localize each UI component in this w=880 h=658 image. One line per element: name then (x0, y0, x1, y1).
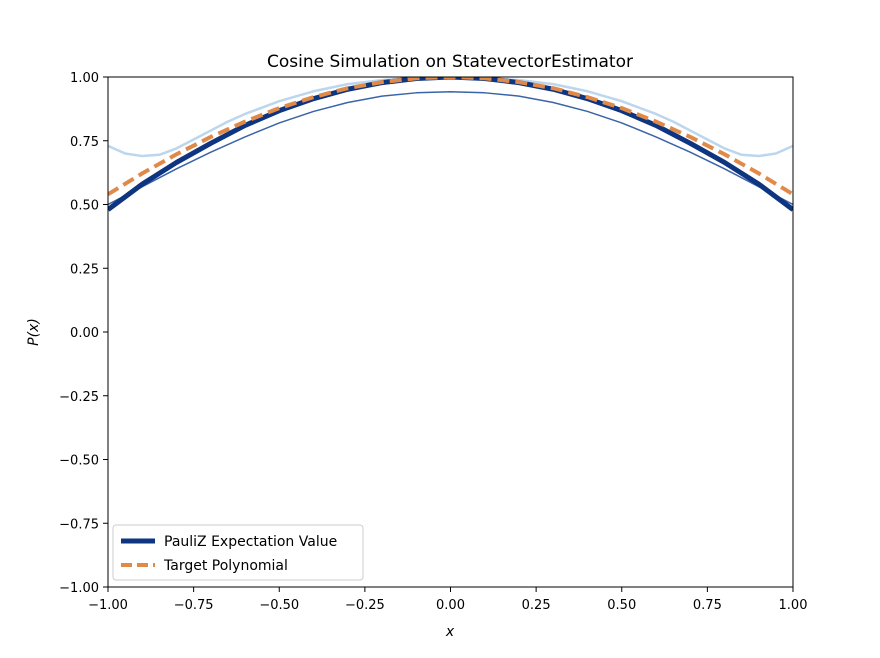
series-line-3 (108, 77, 793, 158)
legend-box (112, 524, 364, 581)
x-tick-label: 0.75 (693, 598, 722, 613)
y-axis-label-symbol: P(x) (26, 318, 42, 346)
x-axis-label: x (445, 624, 455, 640)
y-tick-label: 0.75 (70, 135, 99, 150)
series-layer (108, 77, 793, 212)
x-tick-label: 0.25 (522, 598, 551, 613)
x-axis: −1.00 −0.75 −0.50 −0.25 0.00 0.25 0.50 0.75 1.00 (88, 587, 807, 613)
x-tick-label: 0.00 (436, 598, 465, 613)
x-tick-label: −0.50 (259, 598, 299, 613)
chart-title: Cosine Simulation on StatevectorEstimato… (267, 52, 633, 72)
x-tick-label: −1.00 (88, 598, 128, 613)
legend-label-target: Target Polynomial (163, 558, 288, 574)
y-tick-label: 0.25 (70, 262, 99, 277)
series-line-2 (108, 91, 793, 206)
plot-frame (107, 76, 794, 588)
y-tick-label: 1.00 (70, 71, 99, 86)
x-tick-label: 1.00 (779, 598, 808, 613)
y-tick-label: 0.00 (70, 326, 99, 341)
x-tick-label: −0.25 (345, 598, 385, 613)
series-line-1 (108, 77, 793, 197)
y-axis: −1.00 −0.75 −0.50 −0.25 0.00 0.25 0.50 0.75 1.00 (59, 71, 108, 596)
legend-label-pauliz: PauliZ Expectation Value (164, 534, 337, 550)
y-tick-label: −0.25 (59, 390, 99, 405)
y-axis-label: P(x) (26, 318, 42, 346)
y-tick-label: 0.50 (70, 199, 99, 214)
legend: PauliZ Expectation Value Target Polynomi… (112, 524, 364, 581)
y-tick-label: −1.00 (59, 581, 99, 596)
x-tick-label: −0.75 (174, 598, 214, 613)
x-tick-label: 0.50 (607, 598, 636, 613)
series-line-0 (108, 77, 793, 212)
y-tick-label: −0.75 (59, 517, 99, 532)
y-tick-label: −0.50 (59, 454, 99, 469)
